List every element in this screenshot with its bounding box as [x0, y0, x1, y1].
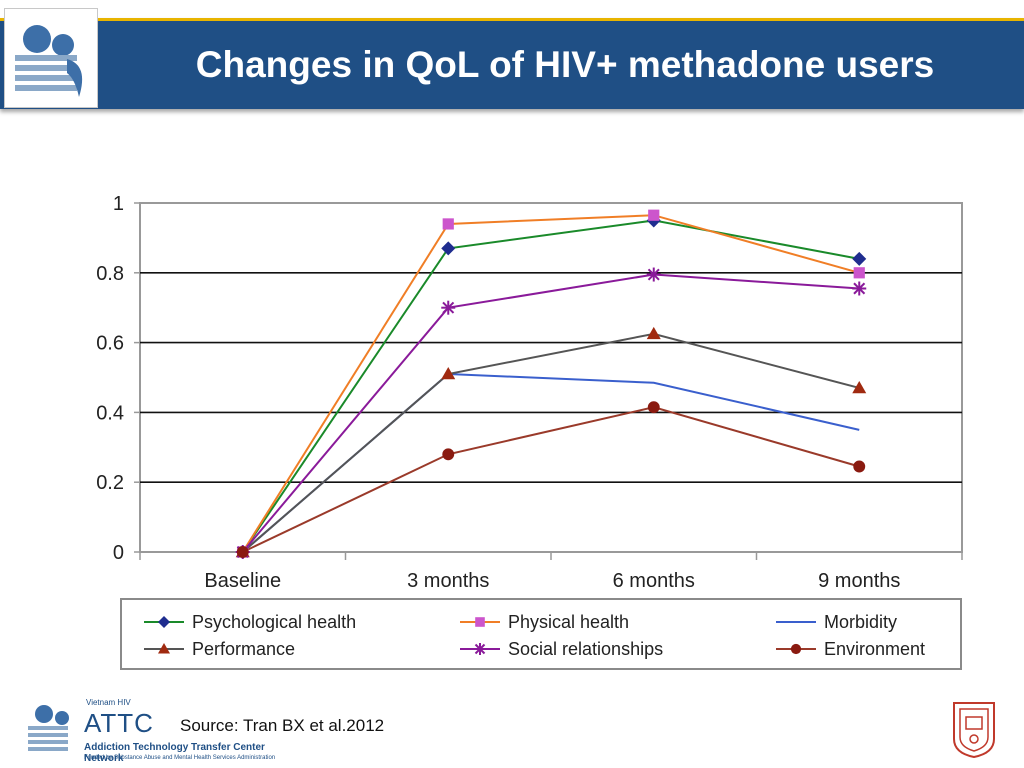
- university-seal-icon: [953, 702, 995, 759]
- legend-swatch: [460, 617, 500, 627]
- source-citation: Source: Tran BX et al.2012: [180, 716, 385, 735]
- data-point-environment: [236, 546, 249, 558]
- legend-item-social-relationships: Social relationships: [458, 637, 758, 661]
- line-chart: 0 0.2 0.4 0.6 0.8 1 Baseline 3 months 6 months 9…: [96, 193, 963, 592]
- y-tick-label: 0.6: [96, 333, 124, 355]
- legend-label: Physical health: [508, 612, 630, 632]
- data-point-psychological-health: [441, 241, 456, 256]
- header-band: [0, 18, 1024, 109]
- data-point-environment: [853, 460, 866, 473]
- legend-label: Performance: [192, 639, 296, 659]
- legend-swatch: [144, 616, 184, 628]
- attc-name: ATTC: [84, 708, 154, 738]
- data-point-social-relationships: [646, 267, 661, 282]
- x-tick-label: 3 months: [407, 570, 489, 592]
- data-point-physical-health: [853, 267, 865, 279]
- attc-funding: Funded by Substance Abuse and Mental Hea…: [84, 755, 276, 761]
- attc-logo: Vietnam HIV ATTC Addiction Technology Tr…: [24, 696, 299, 766]
- data-point-physical-health: [648, 209, 660, 221]
- x-tick-label: Baseline: [204, 570, 281, 592]
- legend-label: Environment: [824, 639, 926, 659]
- legend-item-environment: Environment: [774, 637, 1024, 661]
- legend-item-morbidity: Morbidity: [774, 610, 1024, 634]
- legend-swatch: [144, 643, 184, 654]
- legend-item-performance: Performance: [142, 637, 442, 661]
- data-point-performance: [441, 367, 456, 380]
- chart-legend: Psychological health Physical health Morbi…: [120, 598, 962, 670]
- data-point-social-relationships: [441, 300, 456, 315]
- x-tick-label: 6 months: [613, 570, 695, 592]
- data-point-psychological-health: [852, 251, 867, 266]
- legend-item-psychological-health: Psychological health: [142, 610, 442, 634]
- data-point-physical-health: [442, 218, 454, 230]
- attc-network: Addiction Technology Transfer Center Net…: [84, 742, 265, 764]
- slide-header: Changes in QoL of HIV+ methadone users: [0, 0, 1024, 116]
- organization-logo: [4, 8, 98, 108]
- data-point-social-relationships: [852, 281, 867, 296]
- legend-label: Morbidity: [824, 612, 898, 632]
- series-line-social-relationships: [241, 273, 860, 553]
- series-line-psychological-health: [241, 219, 860, 553]
- data-point-performance: [852, 380, 867, 394]
- legend-swatch: [460, 643, 500, 655]
- legend-item-physical-health: Physical health: [458, 610, 758, 634]
- y-tick-label: 1: [113, 193, 124, 215]
- legend-swatch: [776, 643, 816, 655]
- slide-title: Changes in QoL of HIV+ methadone users: [195, 44, 935, 85]
- series-line-physical-health: [241, 214, 860, 553]
- legend-label: Social relationships: [508, 639, 664, 659]
- legend-label: Psychological health: [192, 612, 357, 632]
- x-tick-label: 9 months: [818, 570, 900, 592]
- data-point-performance: [646, 326, 661, 340]
- legend-swatch: [776, 621, 816, 623]
- series-line-performance: [242, 332, 860, 553]
- data-point-environment: [442, 448, 455, 461]
- y-tick-label: 0.4: [96, 402, 124, 424]
- y-tick-label: 0.2: [96, 472, 124, 494]
- attc-tagline: Vietnam HIV: [86, 698, 131, 707]
- data-point-environment: [647, 401, 660, 414]
- y-tick-label: 0.8: [96, 263, 124, 285]
- series-line-environment: [242, 406, 860, 553]
- y-tick-label: 0: [113, 542, 124, 564]
